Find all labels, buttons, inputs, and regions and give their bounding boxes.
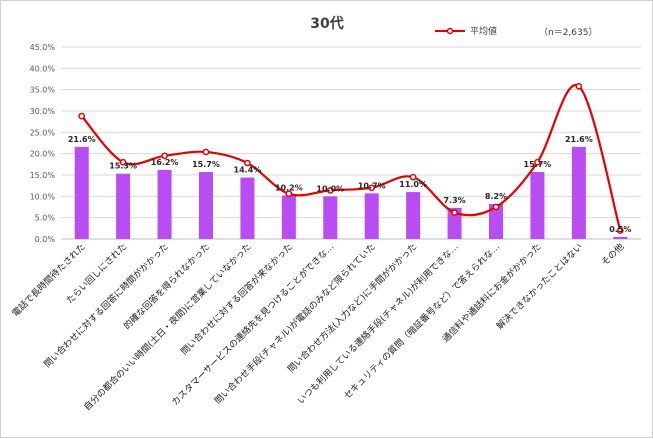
data-label: 15.7% bbox=[524, 160, 552, 169]
x-category-label: 電話で長時間待たされた bbox=[9, 241, 87, 319]
y-tick-label: 5.0% bbox=[35, 214, 56, 223]
average-point bbox=[492, 203, 500, 211]
data-label: 10.2% bbox=[275, 183, 303, 192]
bar bbox=[406, 192, 421, 239]
average-point bbox=[326, 187, 334, 194]
bar bbox=[281, 195, 296, 239]
y-tick-label: 35.0% bbox=[30, 86, 56, 95]
bar bbox=[157, 169, 172, 239]
data-label: 15.7% bbox=[192, 160, 220, 169]
bar bbox=[613, 236, 628, 239]
x-axis-labels: 電話で長時間待たされたたらい回しにされた問い合わせに対する回答に時間がかかった的… bbox=[9, 241, 626, 413]
data-label: 15.3% bbox=[109, 162, 137, 171]
bar bbox=[240, 177, 255, 239]
y-tick-label: 25.0% bbox=[30, 128, 56, 137]
legend-marker-swatch bbox=[446, 27, 454, 35]
bar bbox=[571, 146, 586, 239]
average-point bbox=[616, 227, 624, 234]
bar bbox=[447, 207, 462, 239]
average-point bbox=[409, 173, 417, 181]
data-label: 10.0% bbox=[316, 184, 344, 193]
average-point bbox=[161, 152, 168, 160]
y-tick-label: 10.0% bbox=[30, 192, 56, 201]
legend-entry-average: 平均値 bbox=[470, 25, 497, 37]
y-axis: 0.0% 5.0% 10.0% 15.0% 20.0% 25.0% 30.0% 35.0% 40… bbox=[30, 43, 56, 244]
x-category-label: その他 bbox=[599, 241, 627, 269]
average-point bbox=[368, 184, 376, 192]
data-label: 16.2% bbox=[151, 158, 179, 167]
bar bbox=[530, 172, 545, 239]
bar bbox=[323, 196, 338, 239]
x-category-label: セキュリティの質問（暗証番号など）で答えられな… bbox=[341, 241, 502, 402]
data-label: 0.5% bbox=[609, 225, 631, 234]
bar bbox=[364, 193, 379, 239]
data-label: 8.2% bbox=[485, 192, 507, 201]
average-point bbox=[244, 159, 251, 167]
average-line-series bbox=[78, 82, 624, 234]
gridlines bbox=[61, 46, 641, 240]
data-label: 21.6% bbox=[68, 135, 96, 144]
data-label: 11.0% bbox=[399, 180, 427, 189]
y-tick-label: 45.0% bbox=[30, 43, 56, 52]
bar bbox=[74, 146, 89, 239]
x-category-label: 解決できなかったことはない bbox=[494, 241, 585, 332]
bar-series bbox=[74, 146, 628, 239]
bar bbox=[489, 204, 503, 239]
x-category-label: 的確な回答を得られなかった bbox=[121, 241, 212, 332]
data-label: 21.6% bbox=[565, 135, 593, 144]
average-point bbox=[202, 148, 210, 156]
y-tick-label: 0.0% bbox=[35, 235, 56, 244]
average-point bbox=[575, 82, 583, 90]
data-label: 14.4% bbox=[234, 166, 262, 175]
y-tick-label: 20.0% bbox=[30, 150, 56, 159]
legend: 平均値 bbox=[435, 25, 497, 37]
average-point bbox=[534, 158, 541, 166]
y-tick-label: 40.0% bbox=[30, 64, 56, 73]
data-labels: 21.6% 15.3% 16.2% 15.7% 14.4% 10.2% 10.0% 10.7%… bbox=[68, 135, 632, 234]
bar bbox=[199, 172, 213, 239]
average-point bbox=[285, 190, 293, 198]
y-tick-label: 30.0% bbox=[30, 107, 56, 116]
sample-size-note: （n＝2,635） bbox=[539, 27, 597, 38]
average-point bbox=[451, 209, 458, 216]
data-label: 7.3% bbox=[443, 196, 465, 205]
bar bbox=[116, 173, 131, 239]
average-point bbox=[119, 158, 127, 166]
chart-title: 30代 bbox=[310, 15, 343, 32]
data-label: 10.7% bbox=[358, 181, 386, 190]
average-point bbox=[78, 112, 86, 120]
y-tick-label: 15.0% bbox=[30, 171, 56, 180]
